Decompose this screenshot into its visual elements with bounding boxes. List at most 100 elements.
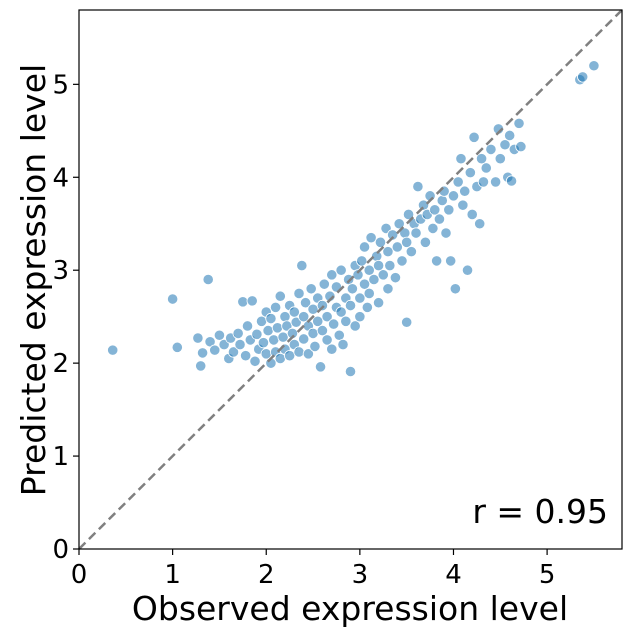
data-point [477, 176, 490, 188]
data-point [356, 255, 368, 267]
data-point [387, 229, 399, 241]
data-point [372, 297, 385, 309]
data-point [326, 343, 338, 355]
data-point [401, 236, 413, 248]
data-point [485, 143, 497, 155]
data-point [344, 365, 357, 378]
points-layer [107, 60, 600, 378]
data-point [490, 176, 502, 188]
data-point [382, 246, 394, 258]
y-tick-label: 4 [52, 163, 69, 193]
data-point [455, 153, 467, 165]
data-point [361, 301, 373, 313]
data-point [293, 346, 305, 358]
data-point [452, 176, 464, 188]
y-tick-label: 3 [52, 256, 69, 286]
data-point [262, 325, 274, 337]
data-point [274, 290, 286, 302]
data-point [384, 259, 396, 272]
identity-line [78, 9, 623, 550]
data-point [461, 264, 474, 276]
data-point [358, 241, 371, 253]
data-point [321, 311, 333, 323]
data-point [363, 264, 375, 276]
data-point [260, 348, 272, 360]
data-point [196, 347, 209, 359]
data-point [577, 71, 589, 83]
data-point [499, 139, 511, 151]
data-point [464, 167, 476, 179]
data-point [167, 293, 179, 305]
data-point [265, 312, 277, 325]
data-point [515, 141, 527, 153]
data-point [321, 334, 333, 346]
data-point [352, 269, 364, 281]
data-point [349, 320, 361, 332]
data-point [302, 348, 314, 360]
data-point [354, 311, 366, 323]
data-point [335, 306, 347, 318]
data-point [363, 287, 375, 300]
data-point [419, 236, 431, 248]
data-point [333, 329, 345, 341]
ticks-layer: 0 1 2 3 4 5 0 1 2 3 4 5 [52, 70, 555, 590]
data-point [270, 301, 282, 313]
data-point [284, 350, 296, 362]
data-point [316, 299, 329, 312]
data-point [274, 352, 286, 365]
data-point [337, 338, 349, 351]
data-point [307, 327, 319, 339]
data-point [457, 199, 469, 211]
data-point [417, 199, 430, 211]
data-point [316, 325, 329, 337]
data-point [326, 269, 338, 281]
data-point [401, 316, 413, 328]
data-point [475, 153, 488, 165]
data-point [234, 338, 246, 351]
data-point [433, 213, 446, 225]
data-point [358, 278, 371, 290]
data-point [504, 129, 516, 142]
data-point [505, 175, 518, 187]
data-point [494, 153, 506, 165]
x-tick-label: 5 [539, 560, 556, 590]
data-point [255, 315, 268, 327]
x-tick-label: 1 [164, 560, 181, 590]
data-point [393, 218, 405, 230]
x-tick-label: 2 [258, 560, 275, 590]
plot-frame [78, 9, 623, 550]
data-point [298, 333, 310, 345]
data-point [192, 332, 204, 344]
data-point [431, 255, 443, 267]
data-point [480, 162, 492, 174]
data-point [429, 204, 441, 216]
data-point [312, 315, 324, 327]
x-tick-label: 0 [71, 560, 88, 590]
data-point [213, 329, 226, 341]
data-point [405, 246, 417, 258]
x-axis-label: Observed expression level [132, 589, 568, 628]
y-tick-label: 1 [52, 442, 69, 472]
data-point [227, 346, 240, 358]
data-point [314, 361, 327, 373]
data-point [246, 295, 258, 307]
data-point [377, 269, 389, 281]
data-point [354, 292, 366, 304]
data-point [237, 296, 249, 308]
data-point [309, 340, 321, 353]
data-point [277, 331, 289, 343]
data-point [344, 299, 357, 312]
y-tick-label: 5 [52, 70, 69, 100]
data-point [459, 185, 471, 197]
data-point [268, 334, 280, 346]
data-point [410, 227, 422, 239]
data-point [271, 322, 284, 334]
data-point [249, 355, 261, 367]
data-point [232, 327, 244, 339]
data-point [449, 283, 461, 295]
data-point [209, 344, 221, 356]
data-point [195, 360, 207, 372]
y-tick-label: 2 [52, 349, 69, 379]
data-point [107, 344, 119, 356]
